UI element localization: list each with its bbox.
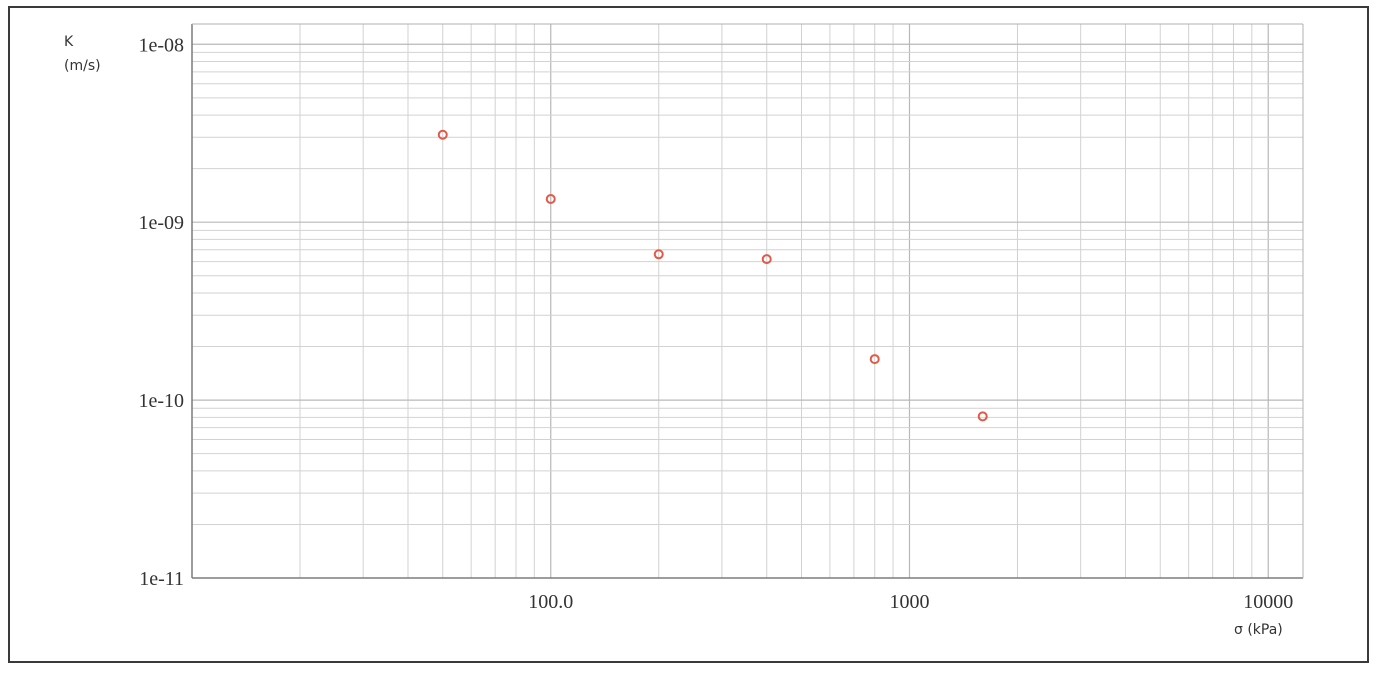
data-point [869,354,880,365]
y-tick-label: 1e-08 [138,34,184,56]
y-tick-label: 1e-09 [138,212,184,234]
x-axis-label: σ (kPa) [1234,622,1283,638]
x-tick-label: 10000 [1243,591,1293,613]
data-point [437,129,448,140]
x-tick-label: 1000 [889,591,929,613]
plot-area [192,24,1303,578]
data-point [761,254,772,265]
y-axis-label: K (m/s) [64,30,101,78]
y-tick-label: 1e-11 [139,568,184,590]
x-tick-label: 100.0 [528,591,573,613]
y-tick-label: 1e-10 [138,390,184,412]
y-axis-label-symbol: K [64,34,74,50]
y-axis-label-unit: (m/s) [64,58,101,74]
data-point [977,411,988,422]
data-point [545,193,556,204]
data-point [653,249,664,260]
